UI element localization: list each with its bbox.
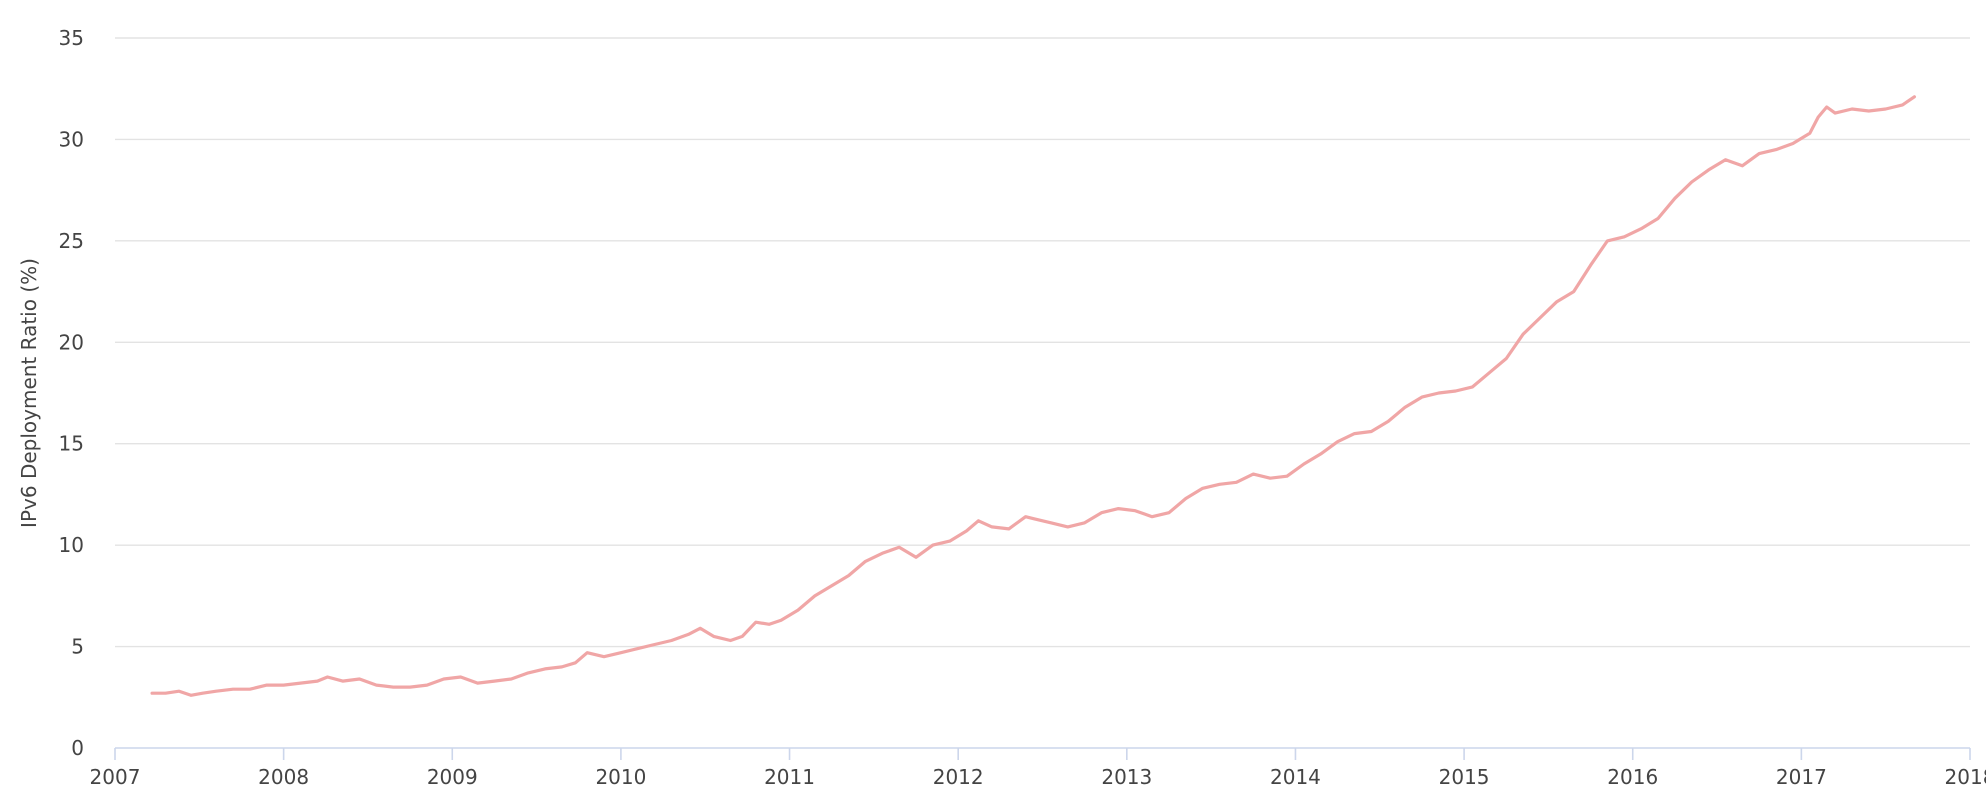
y-tick-label: 30	[59, 127, 84, 151]
x-tick-label: 2016	[1607, 765, 1658, 789]
y-tick-label: 5	[71, 635, 84, 659]
x-tick-label: 2015	[1439, 765, 1490, 789]
x-tick-label: 2011	[764, 765, 815, 789]
y-tick-label: 20	[59, 330, 84, 354]
y-tick-label: 15	[59, 432, 84, 456]
x-tick-label: 2007	[90, 765, 141, 789]
y-axis-labels: 0 5 10 15 20 25 30 35	[59, 26, 84, 760]
x-tick-label: 2010	[595, 765, 646, 789]
series-group	[150, 95, 1916, 697]
y-tick-label: 25	[59, 229, 84, 253]
x-tick-label: 2013	[1101, 765, 1152, 789]
x-axis-labels: 2007 2008 2009 2010 2011 2012 2013 2014 2015 2016…	[90, 765, 1986, 789]
x-tick-label: 2012	[933, 765, 984, 789]
series-line	[150, 95, 1916, 697]
y-axis-title: IPv6 Deployment Ratio (%)	[17, 258, 41, 528]
x-axis	[114, 747, 1971, 760]
x-tick-label: 2009	[427, 765, 478, 789]
gridlines	[115, 37, 1970, 648]
y-tick-label: 35	[59, 26, 84, 50]
y-tick-label: 10	[59, 533, 84, 557]
x-tick-label: 2008	[258, 765, 309, 789]
x-tick-label: 2014	[1270, 765, 1321, 789]
x-tick-label: 2017	[1776, 765, 1827, 789]
y-tick-label: 0	[71, 736, 84, 760]
x-tick-label: 2018	[1945, 765, 1986, 789]
